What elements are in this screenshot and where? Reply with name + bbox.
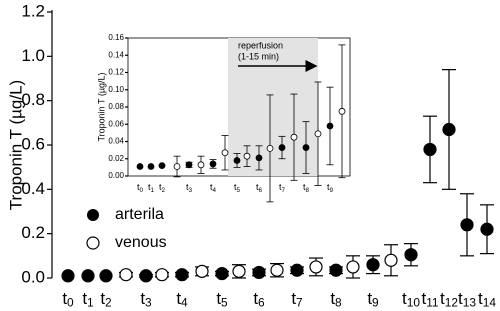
data-point bbox=[232, 264, 246, 278]
data-point bbox=[302, 144, 310, 151]
y-tick-label: 0.00 bbox=[108, 171, 124, 180]
x-tick-label: t7 bbox=[291, 289, 303, 309]
legend-marker bbox=[86, 236, 100, 250]
data-point bbox=[99, 269, 113, 283]
data-point bbox=[309, 260, 323, 274]
data-point bbox=[366, 258, 380, 272]
x-tick-label: t3 bbox=[186, 182, 193, 193]
y-tick-label: 0.04 bbox=[108, 137, 124, 146]
x-tick-label: t10 bbox=[402, 289, 420, 309]
x-tick-label: t6 bbox=[256, 182, 263, 193]
data-point bbox=[442, 122, 456, 137]
x-tick-label: t1 bbox=[148, 182, 155, 193]
x-tick-label: t5 bbox=[234, 182, 241, 193]
legend-marker bbox=[87, 209, 99, 221]
x-tick-label: t0 bbox=[137, 182, 144, 193]
data-point bbox=[215, 266, 229, 281]
data-point bbox=[329, 263, 343, 277]
legend-label: arterila bbox=[115, 206, 164, 223]
y-tick-label: 0.8 bbox=[21, 90, 45, 109]
data-point bbox=[139, 269, 153, 283]
data-point bbox=[255, 154, 263, 162]
data-point bbox=[243, 152, 251, 160]
data-point bbox=[81, 269, 95, 283]
y-tick-label: 0.10 bbox=[108, 85, 124, 94]
x-tick-label: t11 bbox=[421, 289, 438, 309]
x-tick-label: t9 bbox=[367, 289, 379, 309]
annotation: reperfusion bbox=[238, 40, 283, 50]
y-tick-label: 0.06 bbox=[108, 119, 124, 128]
x-tick-label: t6 bbox=[253, 289, 265, 309]
data-point bbox=[326, 122, 334, 130]
x-tick-label: t3 bbox=[140, 289, 152, 309]
data-point bbox=[158, 162, 166, 170]
x-tick-label: t14 bbox=[478, 289, 496, 309]
data-point bbox=[155, 268, 169, 282]
y-tick-label: 0.0 bbox=[21, 267, 45, 286]
data-point bbox=[61, 269, 75, 283]
x-tick-label: t5 bbox=[216, 289, 228, 309]
legend-label: venous bbox=[115, 234, 167, 251]
x-tick-label: t9 bbox=[327, 182, 334, 193]
data-point bbox=[423, 142, 437, 157]
data-point bbox=[460, 218, 474, 232]
inset-y-axis-label: Troponin T (µg/L) bbox=[96, 72, 106, 141]
y-tick-label: 0.16 bbox=[108, 33, 124, 42]
y-tick-label: 0.12 bbox=[108, 68, 124, 77]
data-point bbox=[290, 133, 298, 141]
data-point bbox=[233, 157, 241, 164]
data-point bbox=[314, 130, 322, 138]
x-tick-label: t13 bbox=[458, 289, 476, 309]
data-point bbox=[266, 144, 274, 152]
y-tick-label: 0.6 bbox=[21, 134, 45, 153]
data-point bbox=[197, 161, 205, 169]
y-tick-label: 0.14 bbox=[108, 50, 124, 59]
reperfusion-region bbox=[228, 38, 318, 176]
x-tick-label: t1 bbox=[82, 289, 94, 309]
y-axis-label: Troponin T (µg/L) bbox=[6, 80, 25, 210]
y-tick-label: 1.0 bbox=[21, 46, 45, 65]
x-tick-label: t2 bbox=[159, 182, 166, 193]
data-point bbox=[136, 163, 144, 170]
x-tick-label: t7 bbox=[279, 182, 286, 193]
data-point bbox=[175, 268, 189, 282]
y-tick-label: 1.2 bbox=[21, 1, 45, 20]
data-point bbox=[147, 163, 155, 170]
y-tick-label: 0.2 bbox=[21, 223, 45, 242]
data-point bbox=[270, 263, 284, 277]
data-point bbox=[404, 248, 418, 262]
y-tick-label: 0.02 bbox=[108, 154, 124, 163]
data-point bbox=[221, 149, 229, 157]
data-point bbox=[173, 163, 181, 170]
data-point bbox=[185, 161, 193, 169]
data-point bbox=[119, 268, 133, 282]
annotation: (1-15 min) bbox=[238, 51, 279, 61]
x-tick-label: t4 bbox=[210, 182, 217, 193]
data-point bbox=[338, 107, 346, 115]
data-point bbox=[195, 264, 209, 278]
data-point bbox=[278, 144, 286, 151]
x-tick-label: t2 bbox=[100, 289, 112, 309]
data-point bbox=[252, 265, 266, 280]
data-point bbox=[346, 260, 360, 274]
y-tick-label: 0.08 bbox=[108, 102, 124, 111]
data-point bbox=[209, 160, 217, 168]
data-point bbox=[290, 263, 304, 277]
y-tick-label: 0.4 bbox=[21, 179, 45, 198]
x-tick-label: t4 bbox=[176, 289, 188, 309]
x-tick-label: t0 bbox=[62, 289, 74, 309]
data-point bbox=[480, 222, 494, 236]
x-tick-label: t8 bbox=[330, 289, 342, 309]
x-tick-label: t12 bbox=[440, 289, 458, 309]
data-point bbox=[384, 253, 398, 267]
x-tick-label: t8 bbox=[303, 182, 310, 193]
